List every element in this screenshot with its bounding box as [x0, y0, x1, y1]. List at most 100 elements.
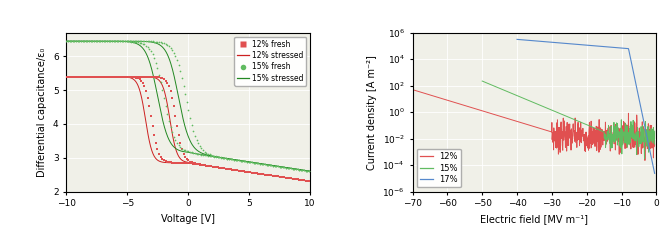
Point	[89, 39, 99, 43]
Point	[79, 39, 90, 43]
Point	[165, 46, 176, 50]
Point	[250, 171, 261, 175]
Point	[274, 165, 285, 169]
Point	[194, 152, 205, 156]
Point	[206, 164, 217, 168]
Point	[257, 162, 267, 166]
Point	[237, 169, 247, 173]
Point	[266, 163, 276, 167]
Point	[200, 163, 210, 167]
Point	[304, 169, 314, 173]
Point	[141, 44, 151, 48]
Point	[164, 119, 174, 123]
Point	[86, 39, 96, 43]
Point	[266, 173, 276, 177]
Point	[229, 158, 239, 162]
Point	[299, 168, 310, 172]
Point	[232, 158, 243, 162]
Point	[74, 75, 85, 79]
Point	[237, 159, 247, 163]
Point	[222, 157, 233, 161]
Point	[123, 39, 133, 43]
Point	[172, 141, 182, 145]
Point	[154, 40, 164, 44]
Point	[214, 155, 225, 159]
Point	[190, 162, 200, 166]
Point	[261, 173, 272, 177]
Point	[204, 152, 215, 156]
Point	[100, 75, 111, 79]
Point	[183, 108, 194, 112]
Point	[300, 169, 311, 173]
Point	[155, 76, 166, 80]
Point	[200, 150, 210, 154]
Point	[115, 39, 125, 43]
Point	[154, 152, 164, 156]
Point	[71, 75, 82, 79]
Point	[229, 168, 239, 172]
Point	[125, 39, 135, 43]
Point	[90, 75, 101, 79]
Point	[92, 75, 103, 79]
Point	[162, 160, 172, 164]
Point	[204, 164, 215, 168]
Point	[209, 165, 219, 169]
Point	[86, 75, 96, 79]
Point	[284, 166, 294, 170]
Point	[253, 161, 264, 165]
Point	[121, 39, 132, 43]
Point	[110, 75, 121, 79]
Point	[200, 153, 210, 157]
Point	[211, 165, 221, 169]
Point	[168, 135, 179, 139]
Point	[90, 39, 101, 43]
Point	[294, 178, 304, 182]
Point	[82, 39, 93, 43]
Point	[297, 178, 308, 182]
Point	[108, 39, 119, 43]
Point	[235, 169, 246, 173]
Point	[168, 104, 179, 108]
Point	[80, 75, 91, 79]
Point	[272, 164, 283, 168]
Point	[198, 163, 208, 167]
Point	[147, 40, 158, 44]
Point	[151, 40, 161, 44]
Point	[224, 157, 235, 161]
Point	[208, 154, 218, 159]
Point	[101, 75, 112, 79]
Point	[235, 169, 246, 173]
Point	[287, 167, 298, 171]
Point	[281, 176, 292, 180]
Point	[245, 170, 256, 174]
Point	[98, 39, 109, 43]
Point	[64, 39, 75, 43]
Point	[203, 154, 213, 158]
Point	[167, 130, 178, 134]
Point	[125, 75, 135, 79]
Point	[93, 75, 104, 79]
Point	[304, 179, 314, 183]
Point	[128, 75, 139, 79]
Point	[175, 161, 186, 165]
Point	[225, 157, 236, 161]
Point	[258, 162, 269, 166]
Point	[82, 39, 93, 43]
Point	[191, 162, 202, 166]
Point	[113, 39, 124, 43]
Point	[278, 165, 288, 169]
Point	[212, 155, 223, 159]
Point	[129, 75, 140, 79]
Point	[133, 75, 143, 79]
Point	[276, 165, 286, 169]
Point	[290, 177, 301, 181]
Point	[157, 41, 168, 45]
Point	[194, 144, 205, 148]
Point	[186, 122, 197, 127]
Point	[191, 138, 202, 142]
Point	[296, 168, 306, 172]
Point	[131, 75, 142, 79]
Point	[282, 166, 293, 170]
Point	[164, 44, 174, 48]
Point	[248, 161, 259, 165]
